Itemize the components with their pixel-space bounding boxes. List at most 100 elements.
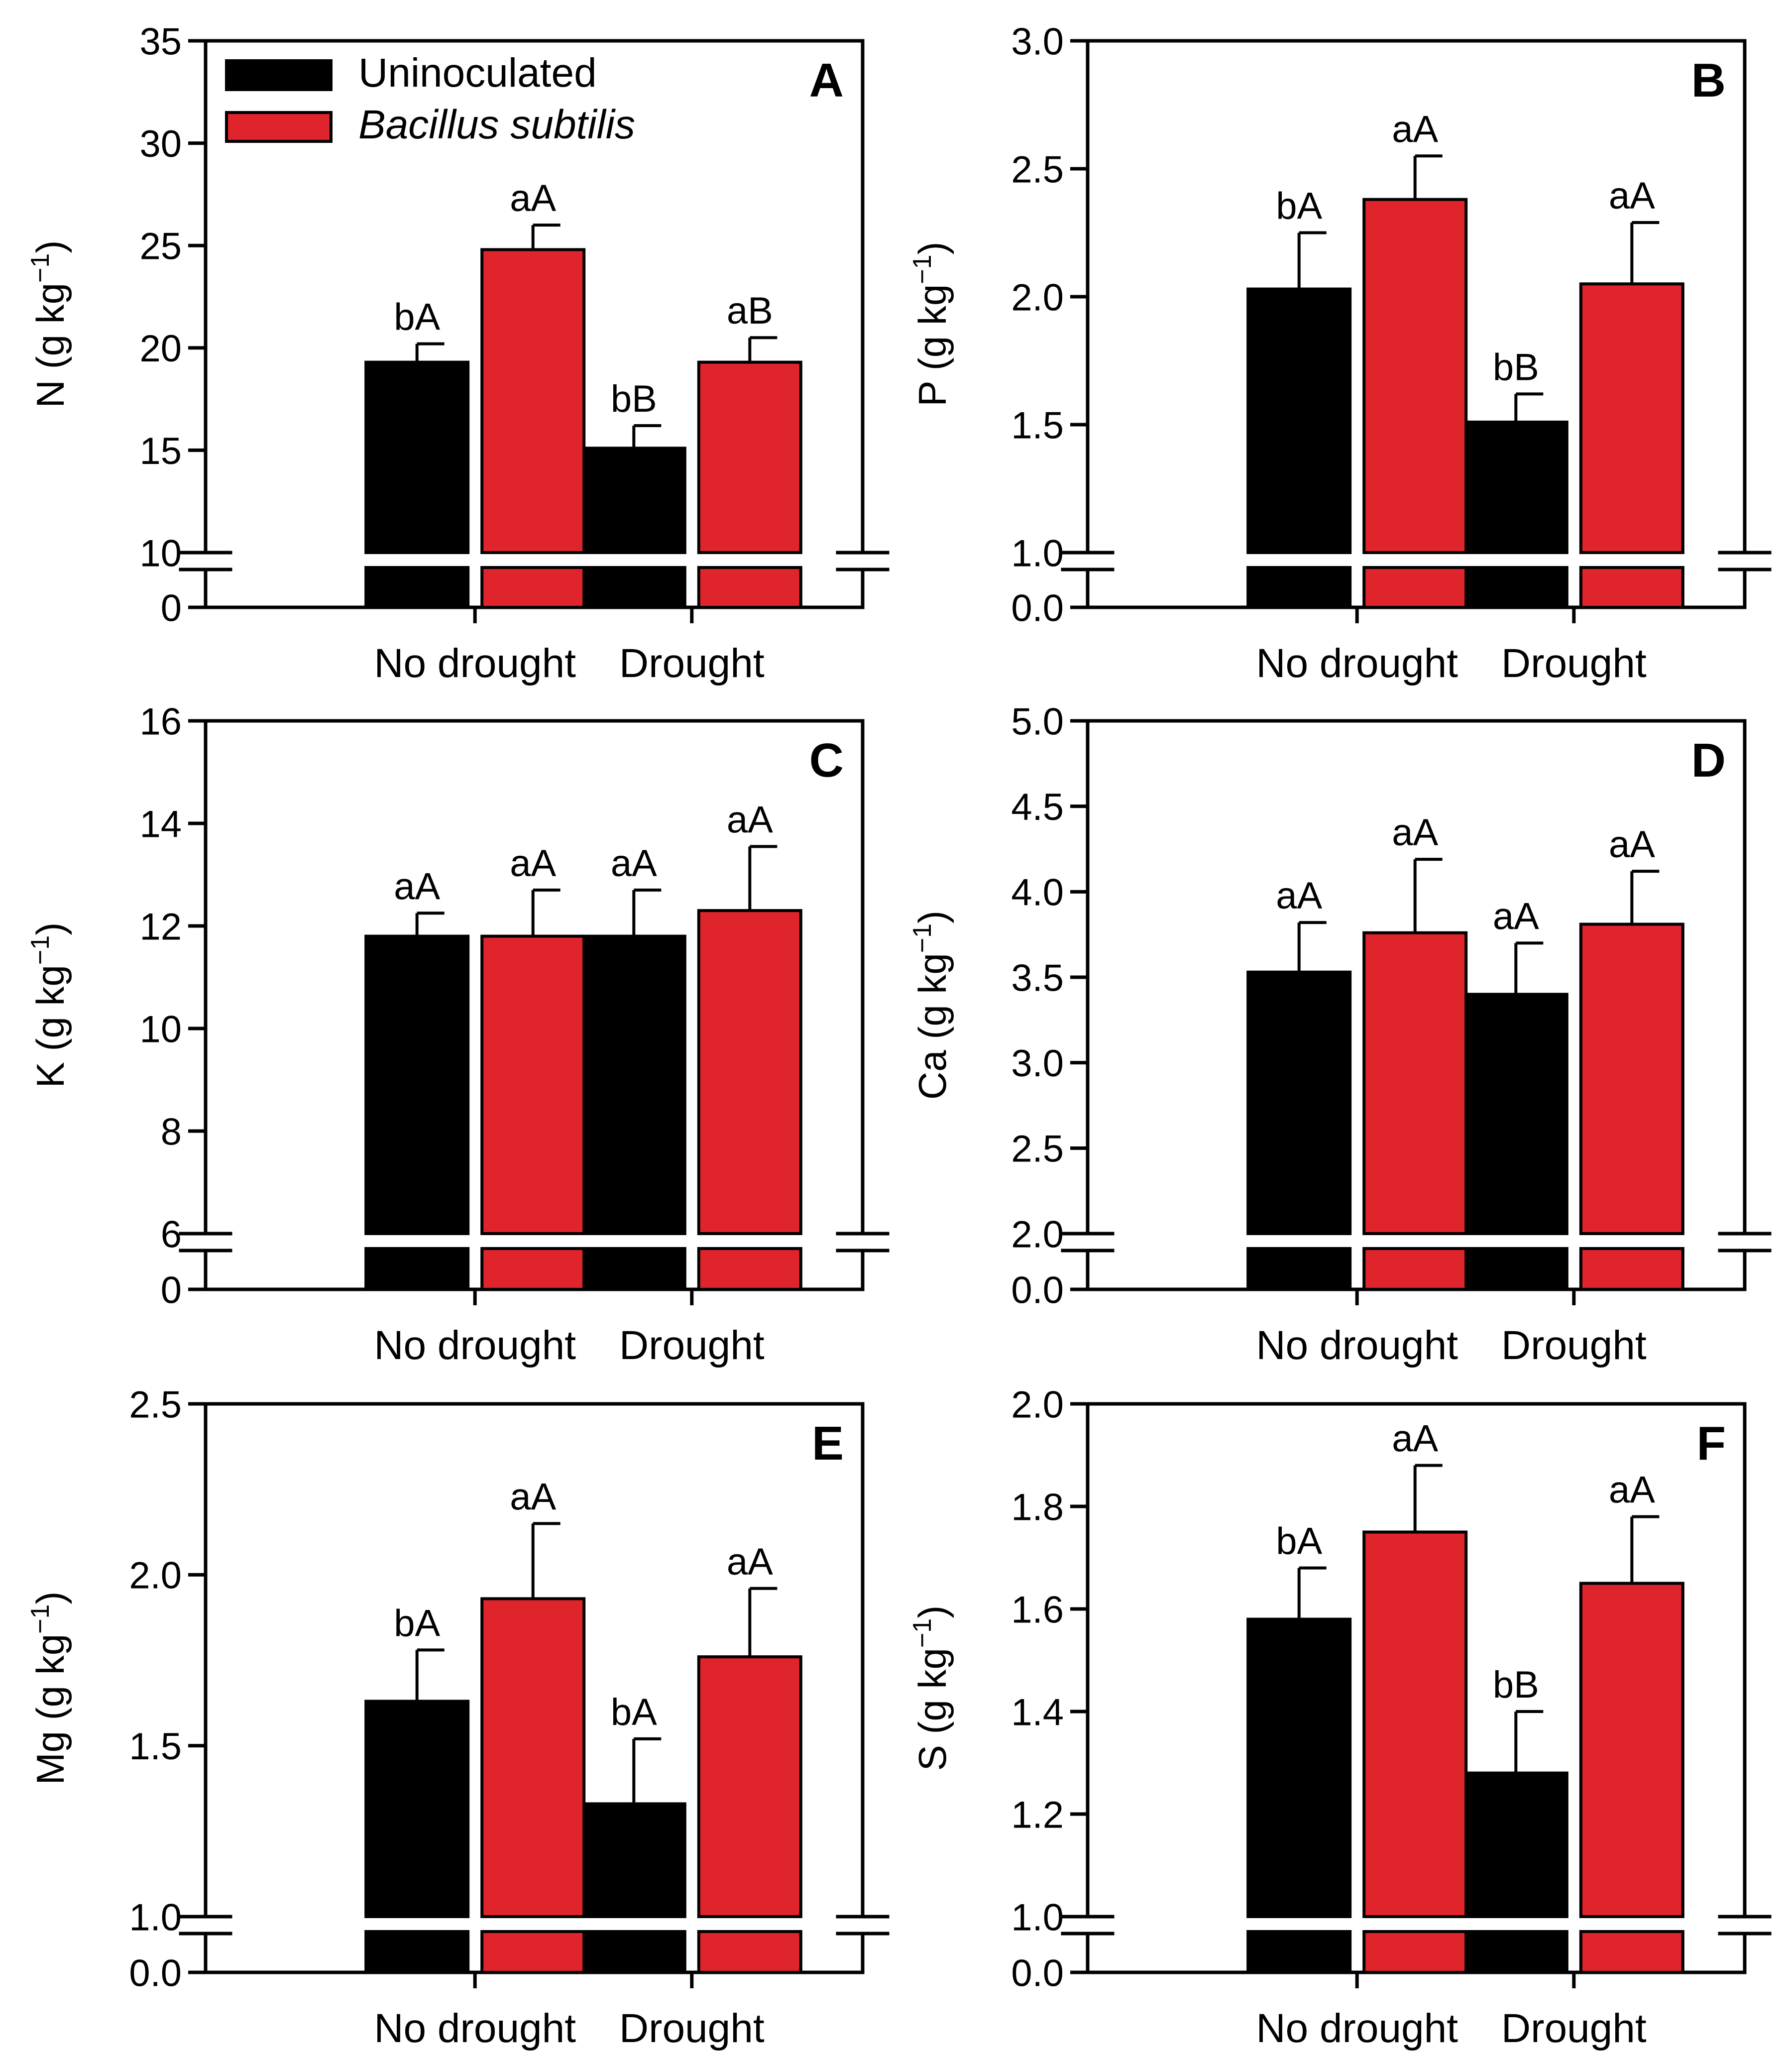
bar-bacillus-no-drought — [480, 934, 586, 1235]
y-tick-label: 1.4 — [1011, 1691, 1064, 1733]
bar-uninoculated-no-drought — [364, 934, 470, 1235]
significance-letter: aA — [510, 1476, 556, 1518]
y-tick-label: 30 — [139, 123, 182, 165]
bar-stub-bacillus-drought — [697, 1930, 802, 1974]
bar-uninoculated-drought — [581, 934, 686, 1235]
x-category-label: Drought — [1501, 641, 1647, 686]
y-tick-label: 0.0 — [1011, 1952, 1064, 1994]
y-tick-label: 1.5 — [129, 1725, 182, 1768]
bar-stub-uninoculated-no-drought — [364, 1247, 470, 1291]
bar-stub-bacillus-drought — [697, 566, 802, 609]
bar-stub-bacillus-no-drought — [480, 1930, 586, 1974]
y-tick-label: 0.0 — [1011, 587, 1064, 629]
y-tick-label: 16 — [139, 700, 182, 743]
significance-letter: bA — [611, 1691, 657, 1733]
axes-frame-upper — [1086, 1402, 1747, 1919]
y-axis-title-main: N (g kg — [28, 283, 72, 408]
y-axis-title-sup: −1 — [26, 935, 55, 965]
bar-stub-uninoculated-no-drought — [1246, 1930, 1352, 1974]
y-tick-label: 8 — [161, 1111, 182, 1153]
panel-label: A — [809, 54, 844, 107]
significance-letter: aA — [510, 177, 556, 220]
significance-letter: aA — [1493, 895, 1539, 937]
y-axis-title-sup: −1 — [908, 1618, 937, 1648]
bar-stub-uninoculated-drought — [1463, 1930, 1568, 1974]
y-tick-label: 1.0 — [1011, 532, 1064, 574]
y-tick-label: 0.0 — [129, 1952, 182, 1994]
panel-label: F — [1696, 1417, 1726, 1470]
panel-label: C — [809, 734, 844, 787]
y-tick-label: 0.0 — [1011, 1269, 1064, 1311]
y-axis-title-sup: −1 — [908, 923, 937, 953]
y-axis-title-main: K (g kg — [28, 965, 72, 1088]
significance-letter: bA — [1276, 185, 1322, 228]
bar-stub-uninoculated-no-drought — [1246, 1247, 1352, 1291]
x-category-label: No drought — [1256, 2006, 1458, 2051]
bar-bacillus-drought — [697, 1655, 802, 1918]
y-tick-label: 2.5 — [129, 1383, 182, 1426]
significance-letter: aA — [1392, 108, 1438, 150]
bar-stub-bacillus-drought — [697, 1247, 802, 1291]
bar-stub-bacillus-no-drought — [480, 566, 586, 609]
bar-stub-uninoculated-no-drought — [1246, 566, 1352, 609]
y-axis-title: N (g kg−1) — [26, 240, 72, 408]
significance-letter: aA — [1392, 1418, 1438, 1460]
significance-letter: aA — [611, 842, 657, 885]
bar-stub-uninoculated-no-drought — [364, 1930, 470, 1974]
bar-uninoculated-drought — [581, 1802, 686, 1918]
y-tick-label: 2.0 — [1011, 276, 1064, 319]
panel-f: 1.0 1.2 1.4 1.6 1.8 2.0 0.0 S (g kg−1) No drough… — [908, 1383, 1772, 2051]
x-category-label: No drought — [1256, 1323, 1458, 1368]
y-tick-label: 4.5 — [1011, 786, 1064, 828]
bar-uninoculated-no-drought — [1246, 970, 1352, 1235]
y-axis-title-main: P (g kg — [910, 284, 954, 407]
significance-letter: aA — [1609, 175, 1655, 217]
y-axis-title-tail: ) — [28, 1592, 72, 1604]
significance-letter: bB — [611, 378, 657, 420]
y-tick-label: 2.5 — [1011, 148, 1064, 191]
significance-letter: bA — [394, 296, 440, 339]
panel-label: B — [1691, 54, 1726, 107]
y-tick-label: 1.5 — [1011, 404, 1064, 447]
y-tick-label: 4.0 — [1011, 872, 1064, 914]
y-tick-label: 20 — [139, 328, 182, 370]
y-tick-label: 3.0 — [1011, 1042, 1064, 1085]
y-axis-title-tail: ) — [910, 1605, 954, 1618]
significance-letter: bB — [1493, 1664, 1539, 1706]
bar-bacillus-no-drought — [480, 1597, 586, 1918]
y-tick-label: 12 — [139, 906, 182, 948]
y-tick-label: 10 — [139, 532, 182, 574]
y-tick-label: 14 — [139, 803, 182, 845]
bar-stub-uninoculated-drought — [581, 1930, 686, 1974]
bar-bacillus-drought — [1579, 922, 1684, 1235]
significance-letter: aA — [1392, 811, 1438, 854]
y-axis-title-tail: ) — [28, 240, 72, 253]
panel-d: 2.0 2.5 3.0 3.5 4.0 4.5 5.0 0.0 Ca (g kg−1) No dr… — [908, 700, 1772, 1368]
y-axis-title: Ca (g kg−1) — [908, 911, 954, 1100]
bar-uninoculated-drought — [1463, 420, 1568, 554]
bar-stub-bacillus-no-drought — [480, 1247, 586, 1291]
bar-uninoculated-no-drought — [364, 1700, 470, 1918]
bar-bacillus-no-drought — [1362, 1530, 1468, 1918]
y-tick-label: 2.0 — [1011, 1213, 1064, 1256]
y-tick-label: 3.5 — [1011, 957, 1064, 999]
bar-bacillus-no-drought — [1362, 931, 1468, 1235]
x-category-label: No drought — [374, 2006, 576, 2051]
y-axis-title-main: S (g kg — [910, 1648, 954, 1771]
axes-frame-upper — [204, 39, 865, 555]
y-tick-label: 1.2 — [1011, 1794, 1064, 1836]
x-category-label: Drought — [1501, 1323, 1647, 1368]
panel-e: 1.0 1.5 2.0 2.5 0.0 Mg (g kg−1) No drought Drou… — [26, 1383, 890, 2051]
y-tick-label: 3.0 — [1011, 20, 1064, 63]
bar-stub-uninoculated-drought — [581, 1247, 686, 1291]
y-axis-title-main: Ca (g kg — [910, 953, 954, 1100]
y-tick-label: 1.8 — [1011, 1486, 1064, 1528]
legend-swatch — [225, 111, 333, 143]
legend-label: Bacillus subtilis — [358, 102, 635, 147]
x-category-label: No drought — [374, 641, 576, 686]
bar-stub-bacillus-no-drought — [1362, 566, 1468, 609]
bar-uninoculated-no-drought — [364, 360, 470, 554]
y-tick-label: 10 — [139, 1008, 182, 1050]
